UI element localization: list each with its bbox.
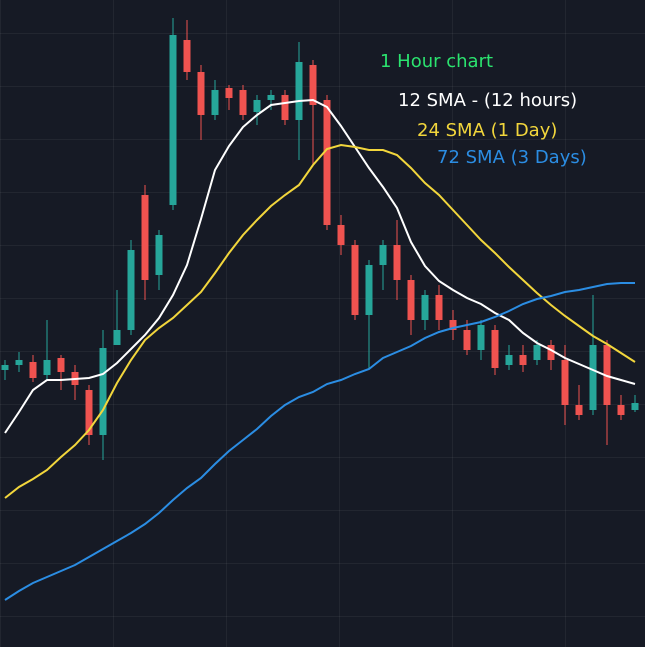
candle-body [295, 62, 303, 120]
candle-body [547, 345, 555, 360]
candle-body [15, 360, 23, 365]
candle-body [589, 345, 597, 410]
candle-body [365, 265, 373, 315]
candle-body [113, 330, 121, 345]
candle-body [281, 95, 289, 120]
candle-body [309, 65, 317, 105]
candle-body [211, 90, 219, 115]
candle-body [435, 295, 443, 320]
candle-body [505, 355, 513, 365]
candle-body [337, 225, 345, 245]
candle-body [183, 40, 191, 72]
candle-body [631, 403, 639, 410]
candle-body [225, 88, 233, 98]
legend-label: 24 SMA (1 Day) [417, 120, 557, 141]
candle-body [127, 250, 135, 330]
candle-body [561, 360, 569, 405]
candle-body [323, 100, 331, 225]
candle-body [155, 235, 163, 275]
candle-body [491, 330, 499, 368]
candle-body [393, 245, 401, 280]
candle-body [351, 245, 359, 315]
sma-line [4, 143, 636, 499]
candle-body [575, 405, 583, 415]
legend-label: 72 SMA (3 Days) [437, 147, 587, 168]
candle-body [141, 195, 149, 280]
candle-body [477, 325, 485, 350]
sma-line [4, 282, 635, 601]
candle-body [197, 72, 205, 115]
candle-body [519, 355, 527, 365]
candle-body [617, 405, 625, 415]
candle-body [29, 362, 37, 378]
legend-label: 12 SMA - (12 hours) [398, 90, 577, 111]
candle-body [267, 95, 275, 100]
chart-title: 1 Hour chart [380, 51, 493, 72]
candle-body [379, 245, 387, 265]
candle-body [57, 358, 65, 372]
candle-body [463, 330, 471, 350]
candle-body [421, 295, 429, 320]
candle-body [253, 100, 261, 112]
candle-body [85, 390, 93, 435]
candle-body [43, 360, 51, 375]
candle-body [99, 348, 107, 435]
candle-body [407, 280, 415, 320]
candle-body [533, 345, 541, 360]
candle-body [239, 90, 247, 115]
candle-body [449, 320, 457, 330]
sma-line [4, 98, 636, 434]
candle-body [1, 365, 9, 370]
candle-body [169, 35, 177, 205]
